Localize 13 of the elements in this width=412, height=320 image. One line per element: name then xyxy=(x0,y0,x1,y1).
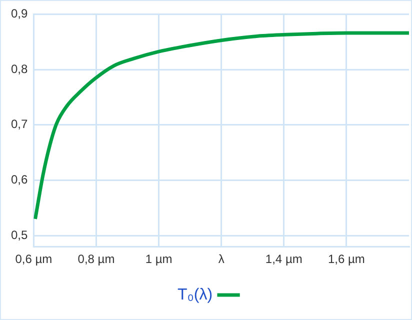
y-tick-label: 0,5 xyxy=(10,228,28,242)
x-tick-label: λ xyxy=(218,252,224,266)
x-tick-label: 0,8 µm xyxy=(78,252,115,266)
y-tick-label: 0,6 xyxy=(10,172,28,187)
x-tick-label: 1,4 µm xyxy=(265,252,302,266)
x-tick-label: 1 µm xyxy=(145,252,172,266)
y-tick-label: 0,7 xyxy=(10,117,28,132)
legend-label: T₀(λ) xyxy=(177,286,213,304)
y-tick-label: 0,9 xyxy=(10,6,28,21)
y-tick-label: 0,8 xyxy=(10,62,28,76)
line-series xyxy=(34,31,409,221)
x-tick-label: 1,6 µm xyxy=(328,252,365,266)
x-tick-label: 0,6 µm xyxy=(15,252,52,266)
